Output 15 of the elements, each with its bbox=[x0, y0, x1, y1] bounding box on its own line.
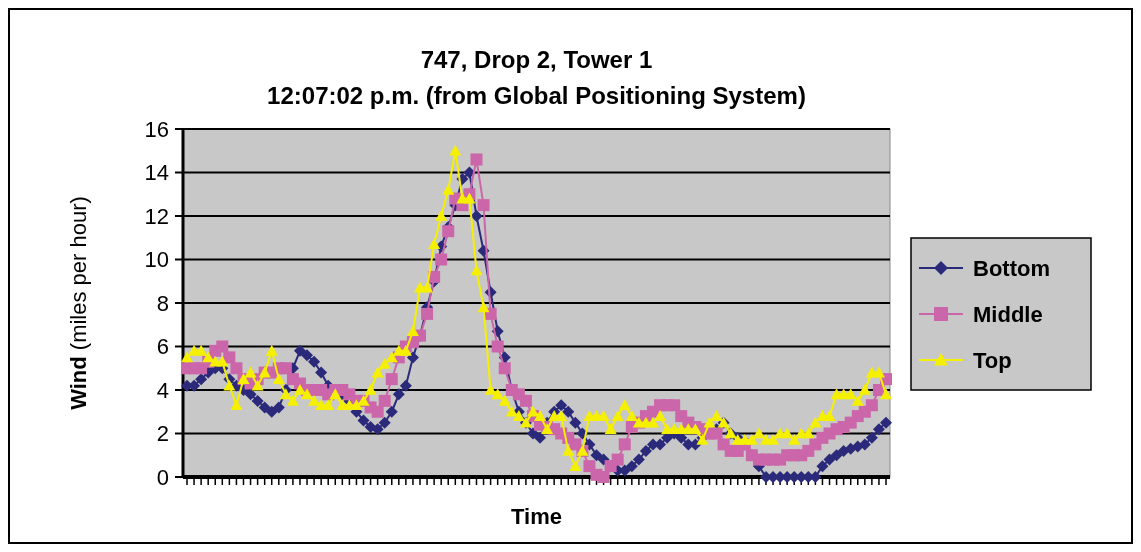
y-axis-title: Wind (miles per hour) bbox=[66, 196, 91, 410]
y-tick-label: 14 bbox=[144, 160, 169, 186]
chart-title: 747, Drop 2, Tower 1 12:07:02 p.m. (from Global Positioning System) bbox=[267, 46, 806, 109]
y-tick-label: 8 bbox=[156, 290, 169, 316]
legend-label: Bottom bbox=[973, 255, 1050, 281]
y-tick-label: 6 bbox=[156, 334, 169, 360]
y-tick-label: 0 bbox=[156, 464, 169, 490]
legend-label: Middle bbox=[973, 301, 1043, 327]
legend-label: Top bbox=[973, 347, 1012, 373]
x-axis-title: Time bbox=[511, 504, 562, 529]
y-tick-label: 4 bbox=[156, 377, 169, 403]
y-tick-label: 10 bbox=[144, 247, 169, 273]
y-tick-label: 2 bbox=[156, 421, 169, 447]
y-tick-label: 16 bbox=[144, 116, 169, 142]
y-tick-label: 12 bbox=[144, 203, 169, 229]
